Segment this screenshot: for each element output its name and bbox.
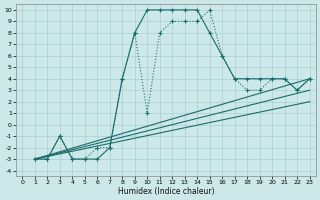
X-axis label: Humidex (Indice chaleur): Humidex (Indice chaleur) [118, 187, 214, 196]
